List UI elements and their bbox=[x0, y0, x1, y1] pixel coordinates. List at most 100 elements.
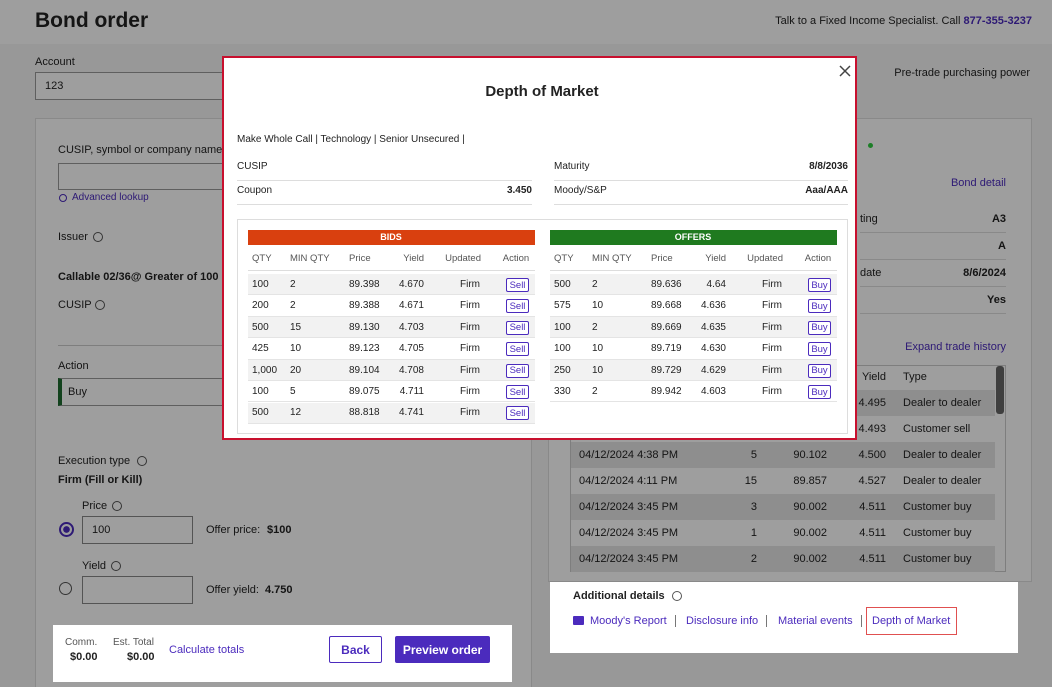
book-cell: 20 bbox=[290, 364, 302, 376]
book-cell: 89.104 bbox=[349, 364, 380, 376]
advanced-lookup[interactable]: Advanced lookup bbox=[72, 192, 149, 203]
trade-yield: 4.527 bbox=[858, 475, 886, 487]
detail-link[interactable]: Depth of Market bbox=[872, 615, 951, 627]
book-title: BIDS bbox=[380, 232, 402, 242]
book-cell: 4.670 bbox=[398, 279, 424, 290]
info-icon bbox=[95, 300, 105, 310]
column-header: Action bbox=[502, 253, 530, 264]
row-band bbox=[550, 339, 837, 360]
book-cell: Firm bbox=[762, 321, 782, 333]
book-cell: 4.64 bbox=[706, 279, 726, 290]
action-button[interactable]: Sell bbox=[506, 385, 529, 399]
search-icon bbox=[59, 194, 67, 202]
detail-value: 8/6/2024 bbox=[963, 267, 1006, 279]
action-button[interactable]: Sell bbox=[506, 363, 529, 378]
row-band bbox=[248, 381, 535, 403]
detail-value: A3 bbox=[991, 213, 1006, 225]
book-cell: 500 bbox=[554, 279, 571, 290]
action-button[interactable]: Sell bbox=[506, 320, 529, 335]
detail-value: A bbox=[998, 240, 1006, 252]
total-label: Est. Total bbox=[113, 637, 154, 648]
action-button[interactable]: Buy bbox=[808, 342, 831, 357]
action-button[interactable]: Sell bbox=[506, 342, 529, 357]
action-button[interactable]: Sell bbox=[506, 278, 529, 292]
contact: Talk to a Fixed Income Specialist. Call … bbox=[775, 14, 1032, 28]
column-header: QTY bbox=[252, 253, 272, 264]
calculate-totals[interactable]: Calculate totals bbox=[169, 644, 245, 656]
book-cell: 89.942 bbox=[651, 386, 682, 397]
book-cell: 2 bbox=[290, 300, 296, 312]
total-value: $0.00 bbox=[127, 651, 155, 663]
action-button[interactable]: Buy bbox=[808, 320, 831, 335]
close-button[interactable] bbox=[839, 65, 851, 77]
trade-price: 90.002 bbox=[793, 553, 827, 565]
detail-link[interactable]: Material events bbox=[778, 615, 853, 627]
detail-value: Yes bbox=[987, 294, 1006, 306]
book-cell: Firm bbox=[762, 364, 782, 376]
column-header: Yield bbox=[861, 371, 886, 383]
info-icon bbox=[112, 501, 122, 511]
detail-link[interactable]: Moody's Report bbox=[590, 615, 667, 627]
trade-price: 90.102 bbox=[793, 449, 827, 461]
book-cell: Firm bbox=[460, 321, 480, 333]
trade-type: Dealer to dealer bbox=[903, 397, 982, 409]
order-footer: Comm. $0.00 Est. Total $0.00 Calculate total… bbox=[53, 625, 512, 682]
book-cell: Firm bbox=[460, 279, 480, 290]
search-label: CUSIP, symbol or company name bbox=[58, 144, 223, 156]
additional-title: Additional details bbox=[573, 590, 665, 602]
trade-type: Customer buy bbox=[903, 501, 972, 513]
trade-date: 04/12/2024 4:11 PM bbox=[579, 475, 678, 487]
radio bbox=[59, 582, 72, 595]
back-button[interactable]: Back bbox=[329, 636, 382, 663]
book-cell: Firm bbox=[460, 343, 480, 355]
execution-label: Execution type bbox=[58, 455, 131, 467]
book-cell: 575 bbox=[554, 300, 571, 312]
action-button[interactable]: Sell bbox=[506, 299, 529, 314]
action-button[interactable]: Buy bbox=[808, 363, 831, 378]
preview-button[interactable]: Preview order bbox=[395, 636, 490, 663]
action-button[interactable]: Buy bbox=[808, 385, 831, 399]
book-cell: 330 bbox=[554, 386, 571, 397]
phone-link[interactable]: 877-355-3237 bbox=[963, 15, 1032, 27]
trade-yield: 4.511 bbox=[859, 501, 886, 513]
row-band bbox=[248, 402, 535, 424]
book-cell: 500 bbox=[252, 407, 269, 419]
expand-history[interactable]: Expand trade history bbox=[905, 341, 1006, 353]
bond-detail-link[interactable]: Bond detail bbox=[950, 177, 1006, 189]
column-header: QTY bbox=[554, 253, 574, 264]
offer-yield: 4.750 bbox=[265, 584, 293, 596]
book-cell: 100 bbox=[252, 386, 269, 397]
book-cell: 4.705 bbox=[398, 343, 424, 355]
info-value: Aaa/AAA bbox=[805, 185, 848, 196]
divider bbox=[554, 204, 848, 205]
trade-type: Dealer to dealer bbox=[903, 475, 982, 487]
info-value: 8/8/2036 bbox=[809, 161, 848, 172]
price-value: 100 bbox=[92, 524, 111, 536]
action-button[interactable]: Buy bbox=[808, 278, 831, 292]
action-button[interactable]: Sell bbox=[506, 406, 529, 421]
book-cell: 15 bbox=[290, 321, 302, 333]
row-band bbox=[550, 381, 837, 403]
trade-price: 90.002 bbox=[793, 501, 827, 513]
row-band bbox=[248, 359, 535, 381]
book-cell: 4.671 bbox=[398, 300, 424, 312]
divider bbox=[237, 180, 532, 181]
action-button[interactable]: Buy bbox=[808, 299, 831, 314]
book-cell: 2 bbox=[592, 386, 598, 397]
trade-yield: 4.511 bbox=[859, 527, 886, 539]
offer-price: $100 bbox=[267, 524, 292, 536]
divider bbox=[237, 204, 532, 205]
book-header bbox=[550, 230, 837, 245]
separator bbox=[675, 615, 676, 627]
highlight-box bbox=[866, 607, 957, 635]
trade-qty: 15 bbox=[744, 475, 757, 487]
detail-link[interactable]: Disclosure info bbox=[686, 615, 759, 627]
column-header: Updated bbox=[445, 253, 481, 264]
action-value: Buy bbox=[68, 386, 87, 398]
book-cell: 2 bbox=[290, 279, 296, 290]
book-cell: 100 bbox=[554, 321, 571, 333]
row-band bbox=[550, 296, 837, 317]
trade-type: Dealer to dealer bbox=[903, 449, 982, 461]
account-value: 123 bbox=[45, 80, 64, 92]
book-cell: 425 bbox=[252, 343, 269, 355]
